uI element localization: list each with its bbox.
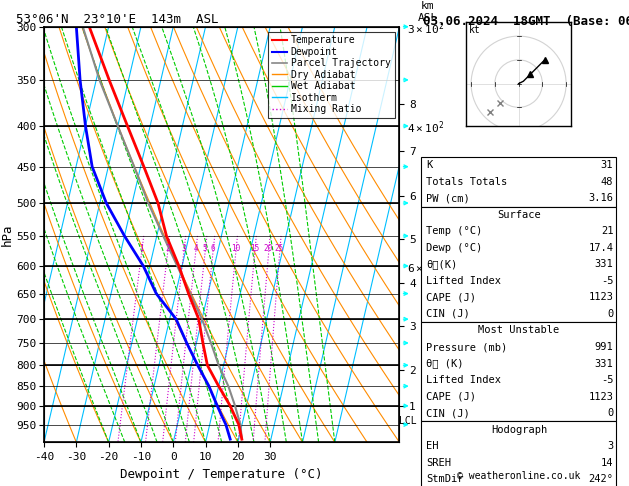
Text: 3.16: 3.16 [588, 193, 613, 203]
Text: 5: 5 [203, 244, 207, 253]
Y-axis label: hPa: hPa [1, 223, 13, 246]
Text: Lifted Index: Lifted Index [426, 375, 501, 385]
Text: Totals Totals: Totals Totals [426, 177, 508, 187]
Text: 14: 14 [601, 458, 613, 468]
Text: 1123: 1123 [588, 293, 613, 302]
Text: 53°06'N  23°10'E  143m  ASL: 53°06'N 23°10'E 143m ASL [16, 13, 218, 26]
Text: 20: 20 [264, 244, 273, 253]
Text: LCL: LCL [399, 416, 417, 426]
Text: 242°: 242° [588, 474, 613, 484]
X-axis label: Dewpoint / Temperature (°C): Dewpoint / Temperature (°C) [121, 468, 323, 481]
Text: SREH: SREH [426, 458, 452, 468]
Text: 25: 25 [275, 244, 284, 253]
Text: EH: EH [426, 441, 439, 451]
Text: 3: 3 [181, 244, 186, 253]
Text: CIN (J): CIN (J) [426, 408, 470, 418]
Text: 991: 991 [594, 342, 613, 352]
Text: kt: kt [469, 25, 480, 35]
Legend: Temperature, Dewpoint, Parcel Trajectory, Dry Adiabat, Wet Adiabat, Isotherm, Mi: Temperature, Dewpoint, Parcel Trajectory… [269, 32, 394, 118]
Text: Most Unstable: Most Unstable [478, 326, 560, 335]
Text: 1123: 1123 [588, 392, 613, 401]
Text: StmDir: StmDir [426, 474, 464, 484]
Text: CAPE (J): CAPE (J) [426, 293, 476, 302]
Text: CAPE (J): CAPE (J) [426, 392, 476, 401]
Text: CIN (J): CIN (J) [426, 309, 470, 319]
Text: Mixing Ratio (g/kg): Mixing Ratio (g/kg) [448, 179, 458, 290]
Text: 4: 4 [193, 244, 198, 253]
Text: 21: 21 [601, 226, 613, 236]
Text: 17.4: 17.4 [588, 243, 613, 253]
Text: 331: 331 [594, 260, 613, 269]
Text: km
ASL: km ASL [418, 1, 438, 22]
Text: © weatheronline.co.uk: © weatheronline.co.uk [457, 471, 581, 481]
Text: 0: 0 [607, 309, 613, 319]
Text: 31: 31 [601, 160, 613, 170]
Text: Surface: Surface [497, 210, 541, 220]
Text: 10: 10 [231, 244, 240, 253]
Text: PW (cm): PW (cm) [426, 193, 470, 203]
Text: 48: 48 [601, 177, 613, 187]
Text: 6: 6 [211, 244, 215, 253]
Text: θᴄ (K): θᴄ (K) [426, 359, 464, 368]
Text: Dewp (°C): Dewp (°C) [426, 243, 482, 253]
Text: 1: 1 [139, 244, 143, 253]
Text: Pressure (mb): Pressure (mb) [426, 342, 508, 352]
Text: Temp (°C): Temp (°C) [426, 226, 482, 236]
Text: Hodograph: Hodograph [491, 425, 547, 434]
Text: Lifted Index: Lifted Index [426, 276, 501, 286]
Text: K: K [426, 160, 433, 170]
Text: 15: 15 [250, 244, 259, 253]
Text: -5: -5 [601, 375, 613, 385]
Text: θᴄ(K): θᴄ(K) [426, 260, 458, 269]
Text: 0: 0 [607, 408, 613, 418]
Text: 2: 2 [165, 244, 170, 253]
Text: 3: 3 [607, 441, 613, 451]
Text: 331: 331 [594, 359, 613, 368]
Text: 03.06.2024  18GMT  (Base: 06): 03.06.2024 18GMT (Base: 06) [423, 15, 629, 28]
Text: -5: -5 [601, 276, 613, 286]
